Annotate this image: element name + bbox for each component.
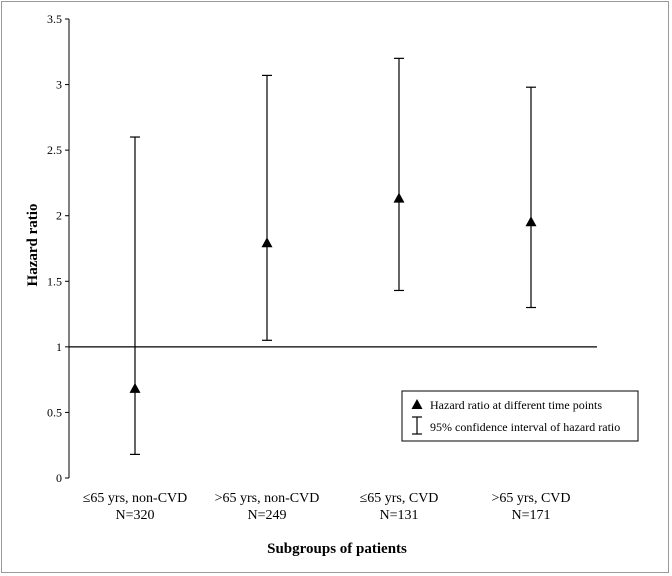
x-category-count: N=171 (511, 508, 550, 523)
x-axis-title: Subgroups of patients (267, 541, 407, 557)
y-axis-title: Hazard ratio (25, 204, 41, 287)
legend-error-bar-icon (412, 416, 422, 435)
legend-point-label: Hazard ratio at different time points (430, 398, 602, 412)
y-tick-label: 3.5 (47, 12, 62, 26)
y-tick-label: 0 (56, 471, 62, 485)
y-tick-label: 1 (56, 340, 62, 354)
hazard-ratio-point (261, 237, 273, 248)
legend-ci-label: 95% confidence interval of hazard ratio (430, 420, 620, 434)
x-category-label: ≤65 yrs, CVD (360, 491, 439, 506)
legend-triangle-icon (411, 399, 423, 409)
x-category-count: N=320 (115, 508, 154, 523)
y-tick-label: 2 (56, 209, 62, 223)
y-tick-label: 0.5 (47, 405, 62, 419)
x-category-count: N=131 (379, 508, 418, 523)
x-category-count: N=249 (247, 508, 286, 523)
hazard-ratio-point (393, 192, 405, 203)
x-category-label: ≤65 yrs, non-CVD (83, 491, 188, 506)
y-tick-label: 3 (56, 78, 62, 92)
hazard-ratio-point (525, 216, 537, 227)
x-category-label: >65 yrs, CVD (491, 491, 570, 506)
y-tick-label: 2.5 (47, 143, 62, 157)
y-tick-label: 1.5 (47, 274, 62, 288)
hazard-ratio-point (129, 382, 141, 393)
legend-box (401, 390, 639, 442)
plot-area: 0 0.5 1 1.5 2 2.5 3 3.5 ≤65 yrs, non-CVD N=320 >65… (47, 12, 597, 523)
x-category-label: >65 yrs, non-CVD (215, 491, 320, 506)
legend: Hazard ratio at different time points 95… (401, 390, 639, 442)
